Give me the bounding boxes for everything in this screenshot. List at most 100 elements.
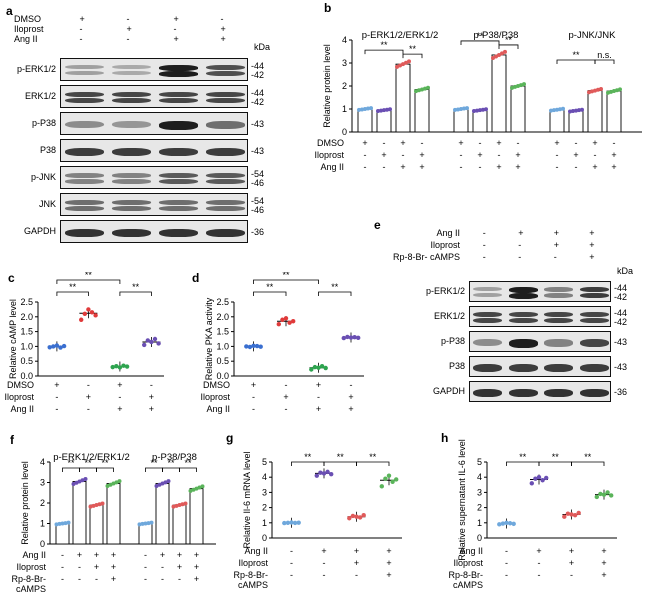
significance-bracket — [498, 44, 519, 49]
y-tick-label: 2.0 — [20, 312, 33, 322]
data-point — [544, 475, 549, 481]
significance-bracket — [323, 461, 357, 466]
data-point — [503, 49, 507, 54]
data-point — [536, 475, 542, 480]
data-point — [379, 108, 383, 113]
kda-marker: -43 — [614, 336, 628, 347]
data-point — [572, 513, 578, 518]
blot-row-label: ERK1/2 — [433, 310, 465, 321]
condition-label: DMSO — [317, 138, 344, 148]
significance-label: ** — [380, 40, 388, 50]
condition-sign: - — [150, 380, 153, 390]
data-point — [149, 520, 154, 525]
condition-sign: - — [364, 150, 367, 160]
condition-sign: + — [111, 562, 116, 572]
y-tick-label: 1.5 — [20, 327, 33, 337]
data-point — [319, 364, 325, 369]
significance-bracket — [556, 59, 596, 64]
condition-sign: + — [518, 228, 524, 238]
kda-marker: -46 — [251, 177, 265, 188]
significance-bracket — [179, 467, 197, 472]
y-axis-label: Relative supernatant IL-6 level — [457, 439, 467, 561]
data-point — [417, 88, 421, 93]
data-point — [345, 334, 350, 340]
data-point — [354, 514, 359, 519]
condition-sign: - — [355, 570, 358, 580]
y-tick-label: 1.5 — [216, 327, 229, 337]
kda-marker: -44 — [614, 307, 628, 318]
kda-marker: -43 — [614, 361, 628, 372]
significance-bracket — [119, 291, 152, 296]
data-point — [117, 365, 123, 370]
blot-band — [206, 70, 245, 76]
data-point — [314, 473, 319, 478]
significance-label: ** — [337, 452, 345, 462]
condition-sign: - — [118, 392, 121, 402]
significance-label: ** — [132, 282, 140, 292]
y-tick-label: 2 — [477, 503, 482, 513]
condition-sign: + — [536, 546, 541, 556]
data-point — [188, 488, 193, 493]
data-point — [88, 504, 93, 509]
condition-sign: + — [569, 558, 574, 568]
significance-label: ** — [282, 272, 290, 280]
bar — [587, 90, 603, 133]
blot-row-label: P38 — [39, 144, 56, 155]
data-point — [401, 62, 405, 67]
significance-bracket — [506, 461, 540, 466]
blot-band — [112, 178, 151, 184]
data-point — [519, 83, 523, 88]
y-tick-label: 0 — [40, 539, 45, 549]
bar — [72, 481, 87, 545]
blot-band — [159, 64, 198, 71]
blot-band — [508, 286, 538, 293]
condition-sign: + — [589, 252, 595, 262]
condition-sign: - — [290, 546, 293, 556]
blot-band — [112, 172, 151, 178]
condition-label: Iloprost — [430, 240, 460, 250]
condition-sign: - — [505, 570, 508, 580]
data-point — [289, 520, 294, 525]
panel-label-a: a — [6, 4, 13, 18]
data-point — [357, 107, 361, 112]
kda-marker: -36 — [614, 386, 628, 397]
condition-sign: - — [61, 550, 64, 560]
blot-band — [159, 97, 198, 104]
data-point — [100, 501, 105, 506]
condition-sign: - — [350, 380, 353, 390]
blot-band — [65, 178, 104, 184]
condition-sign: + — [400, 162, 405, 172]
significance-label: ** — [331, 282, 339, 292]
condition-sign: - — [482, 228, 486, 238]
data-point — [426, 85, 430, 90]
data-point — [341, 335, 346, 341]
significance-bracket — [402, 53, 423, 59]
data-point — [369, 106, 373, 111]
condition-sign: + — [601, 558, 606, 568]
blot-band — [473, 363, 503, 373]
condition-sign: - — [538, 558, 541, 568]
data-point — [296, 520, 301, 525]
condition-sign: - — [285, 380, 288, 390]
data-point — [414, 89, 418, 94]
condition-sign: - — [79, 24, 83, 34]
condition-sign: + — [601, 570, 606, 580]
blot-band — [159, 120, 198, 130]
data-point — [47, 345, 52, 350]
y-tick-label: 1 — [342, 104, 347, 114]
data-point — [571, 109, 575, 114]
condition-sign: + — [194, 562, 199, 572]
condition-label: cAMPS — [238, 580, 268, 590]
condition-sign: + — [381, 150, 386, 160]
data-point — [350, 513, 356, 519]
condition-sign: + — [386, 558, 391, 568]
y-tick-label: 4 — [342, 35, 347, 45]
condition-sign: + — [316, 404, 321, 414]
condition-sign: + — [220, 34, 226, 44]
data-point — [420, 87, 424, 92]
condition-sign: - — [364, 162, 367, 172]
bar — [472, 109, 488, 133]
condition-sign: - — [460, 162, 463, 172]
y-tick-label: 2 — [262, 503, 267, 513]
condition-sign: + — [111, 574, 116, 584]
